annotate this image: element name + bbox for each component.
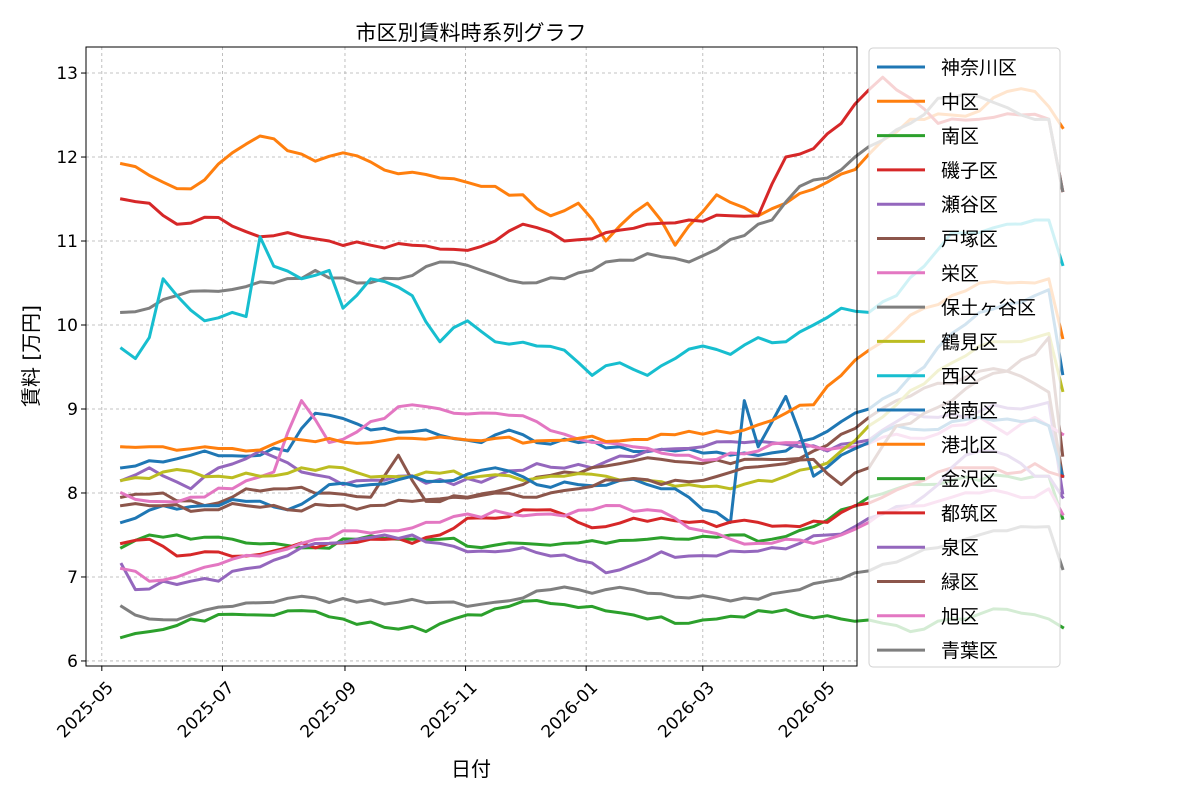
- legend-item: 栄区: [877, 263, 979, 285]
- legend-label: 港北区: [941, 434, 998, 456]
- x-axis-title: 日付: [451, 757, 491, 781]
- y-axis-ticks: 6 7 8 9 10 11 12 13: [56, 64, 86, 672]
- legend-item: 保土ヶ谷区: [877, 297, 1036, 319]
- legend-item: 神奈川区: [877, 57, 1017, 79]
- y-tick-label: 8: [67, 484, 78, 504]
- legend-label: 保土ヶ谷区: [941, 297, 1036, 319]
- legend-item: 都筑区: [877, 503, 998, 525]
- legend-label: 青葉区: [941, 640, 998, 662]
- y-tick-label: 13: [56, 64, 78, 84]
- legend-label: 磯子区: [941, 160, 998, 182]
- chart-title: 市区別賃料時系列グラフ: [356, 21, 587, 45]
- y-tick-label: 10: [56, 316, 78, 336]
- legend-item: 旭区: [877, 606, 979, 628]
- legend-item: 港北区: [877, 434, 998, 456]
- legend-label: 神奈川区: [941, 57, 1017, 79]
- legend-item: 泉区: [877, 537, 979, 559]
- y-tick-label: 7: [67, 568, 78, 588]
- legend-label: 泉区: [941, 537, 979, 559]
- legend-label: 鶴見区: [941, 331, 998, 353]
- legend-label: 南区: [941, 126, 979, 148]
- legend-label: 旭区: [941, 606, 979, 628]
- legend-label: 金沢区: [941, 469, 998, 491]
- legend-item: 鶴見区: [877, 331, 998, 353]
- legend-label: 都筑区: [941, 503, 998, 525]
- legend-label: 緑区: [941, 572, 979, 594]
- legend-item: 磯子区: [877, 160, 998, 182]
- legend-label: 戸塚区: [941, 229, 998, 251]
- legend-item: 金沢区: [877, 469, 998, 491]
- y-tick-label: 6: [67, 652, 78, 672]
- legend-item: 瀬谷区: [877, 194, 998, 216]
- legend-item: 南区: [877, 126, 979, 148]
- grid: [86, 47, 857, 666]
- legend-label: 港南区: [941, 400, 998, 422]
- legend-item: 青葉区: [877, 640, 998, 662]
- legend-label: 瀬谷区: [941, 194, 998, 216]
- legend-label: 中区: [941, 91, 979, 113]
- legend-item: 港南区: [877, 400, 998, 422]
- legend-item: 西区: [877, 366, 979, 388]
- legend-label: 西区: [941, 366, 979, 388]
- plot-area-frame: [85, 46, 858, 667]
- legend-item: 戸塚区: [877, 229, 998, 251]
- y-tick-label: 9: [67, 400, 78, 420]
- y-axis-title: 賃料 [万円]: [19, 305, 43, 407]
- legend: 神奈川区中区南区磯子区瀬谷区戸塚区栄区保土ヶ谷区鶴見区西区港南区港北区金沢区都筑…: [868, 47, 1061, 668]
- y-tick-label: 12: [56, 148, 78, 168]
- legend-item: 緑区: [877, 572, 979, 594]
- y-tick-label: 11: [56, 232, 78, 252]
- legend-item: 中区: [877, 91, 979, 113]
- legend-label: 栄区: [941, 263, 979, 285]
